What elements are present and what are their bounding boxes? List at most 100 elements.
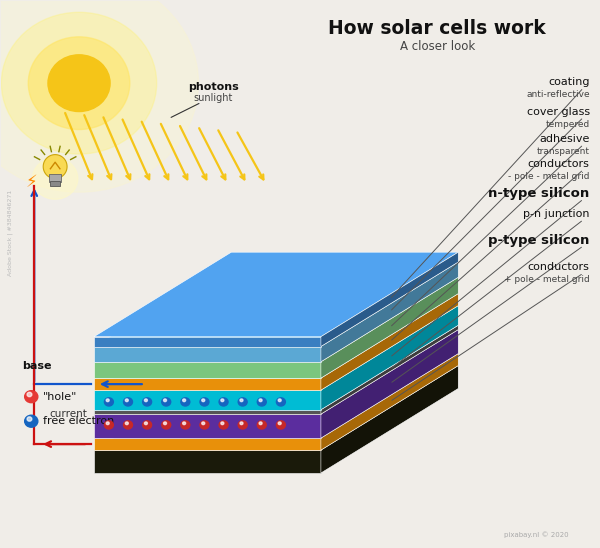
Polygon shape bbox=[94, 306, 458, 390]
Circle shape bbox=[259, 422, 262, 425]
Polygon shape bbox=[43, 155, 67, 179]
FancyBboxPatch shape bbox=[50, 181, 60, 186]
Circle shape bbox=[221, 399, 224, 402]
Circle shape bbox=[278, 422, 281, 425]
FancyBboxPatch shape bbox=[49, 174, 61, 182]
Circle shape bbox=[277, 398, 286, 406]
Polygon shape bbox=[321, 294, 458, 390]
Circle shape bbox=[162, 398, 171, 406]
Polygon shape bbox=[94, 410, 321, 414]
Polygon shape bbox=[94, 390, 321, 410]
Text: A closer look: A closer look bbox=[400, 39, 475, 53]
Circle shape bbox=[221, 422, 224, 425]
Circle shape bbox=[182, 399, 185, 402]
Polygon shape bbox=[94, 277, 458, 362]
Text: sunlight: sunlight bbox=[194, 93, 233, 102]
Circle shape bbox=[257, 398, 266, 406]
Circle shape bbox=[0, 0, 199, 192]
Circle shape bbox=[25, 415, 38, 427]
Polygon shape bbox=[321, 329, 458, 438]
Circle shape bbox=[25, 391, 38, 403]
Polygon shape bbox=[94, 346, 321, 362]
Text: anti-reflective: anti-reflective bbox=[526, 90, 590, 99]
Circle shape bbox=[106, 422, 109, 425]
Circle shape bbox=[240, 422, 243, 425]
Text: free electron: free electron bbox=[43, 416, 115, 426]
Polygon shape bbox=[94, 414, 321, 438]
Text: "hole": "hole" bbox=[43, 392, 77, 402]
Polygon shape bbox=[94, 378, 321, 390]
Polygon shape bbox=[321, 366, 458, 473]
Circle shape bbox=[182, 422, 185, 425]
Circle shape bbox=[104, 398, 113, 406]
Circle shape bbox=[219, 398, 228, 406]
Polygon shape bbox=[321, 306, 458, 410]
Circle shape bbox=[202, 422, 205, 425]
Circle shape bbox=[27, 417, 32, 421]
Polygon shape bbox=[321, 277, 458, 378]
Text: adhesive: adhesive bbox=[539, 134, 590, 144]
Circle shape bbox=[125, 422, 128, 425]
Circle shape bbox=[181, 421, 190, 429]
Circle shape bbox=[277, 421, 286, 429]
Polygon shape bbox=[94, 262, 458, 346]
Circle shape bbox=[240, 399, 243, 402]
Circle shape bbox=[32, 158, 78, 199]
Circle shape bbox=[145, 399, 148, 402]
Text: pixabay.nl © 2020: pixabay.nl © 2020 bbox=[504, 531, 569, 538]
Polygon shape bbox=[94, 362, 321, 378]
Polygon shape bbox=[94, 366, 458, 450]
Text: + pole - metal grid: + pole - metal grid bbox=[504, 276, 590, 284]
Polygon shape bbox=[321, 262, 458, 362]
Text: p-type silicon: p-type silicon bbox=[488, 233, 590, 247]
Circle shape bbox=[259, 399, 262, 402]
Circle shape bbox=[143, 398, 152, 406]
Circle shape bbox=[164, 399, 167, 402]
Circle shape bbox=[124, 398, 133, 406]
Text: cover glass: cover glass bbox=[527, 106, 590, 117]
Text: conductors: conductors bbox=[528, 159, 590, 169]
Circle shape bbox=[238, 398, 247, 406]
Text: tempered: tempered bbox=[545, 119, 590, 129]
Circle shape bbox=[238, 421, 247, 429]
Circle shape bbox=[106, 399, 109, 402]
Polygon shape bbox=[321, 353, 458, 450]
Circle shape bbox=[28, 37, 130, 129]
Polygon shape bbox=[94, 353, 458, 438]
Circle shape bbox=[104, 421, 113, 429]
Polygon shape bbox=[94, 252, 458, 336]
Circle shape bbox=[219, 421, 228, 429]
Polygon shape bbox=[94, 329, 458, 414]
Circle shape bbox=[181, 398, 190, 406]
Text: photons: photons bbox=[188, 82, 239, 92]
Text: n-type silicon: n-type silicon bbox=[488, 187, 590, 200]
Text: current: current bbox=[49, 409, 87, 419]
Text: - pole - metal grid: - pole - metal grid bbox=[508, 172, 590, 181]
Polygon shape bbox=[94, 450, 321, 473]
Circle shape bbox=[145, 422, 148, 425]
Polygon shape bbox=[94, 438, 321, 450]
Text: base: base bbox=[22, 362, 52, 372]
Circle shape bbox=[162, 421, 171, 429]
Text: conductors: conductors bbox=[528, 262, 590, 272]
Text: How solar cells work: How solar cells work bbox=[328, 19, 546, 38]
Polygon shape bbox=[94, 336, 321, 346]
Polygon shape bbox=[321, 252, 458, 346]
Circle shape bbox=[257, 421, 266, 429]
Circle shape bbox=[200, 398, 209, 406]
Circle shape bbox=[27, 392, 32, 397]
Circle shape bbox=[200, 421, 209, 429]
Polygon shape bbox=[94, 294, 458, 378]
Circle shape bbox=[125, 399, 128, 402]
Circle shape bbox=[1, 12, 157, 154]
Polygon shape bbox=[94, 326, 458, 410]
Circle shape bbox=[164, 422, 167, 425]
Text: Adobe Stock | #384846271: Adobe Stock | #384846271 bbox=[7, 189, 13, 276]
Text: transparent: transparent bbox=[536, 147, 590, 156]
Circle shape bbox=[143, 421, 152, 429]
Circle shape bbox=[48, 55, 110, 112]
Text: coating: coating bbox=[548, 77, 590, 87]
Text: p-n junction: p-n junction bbox=[523, 209, 590, 219]
Circle shape bbox=[202, 399, 205, 402]
Polygon shape bbox=[321, 326, 458, 414]
